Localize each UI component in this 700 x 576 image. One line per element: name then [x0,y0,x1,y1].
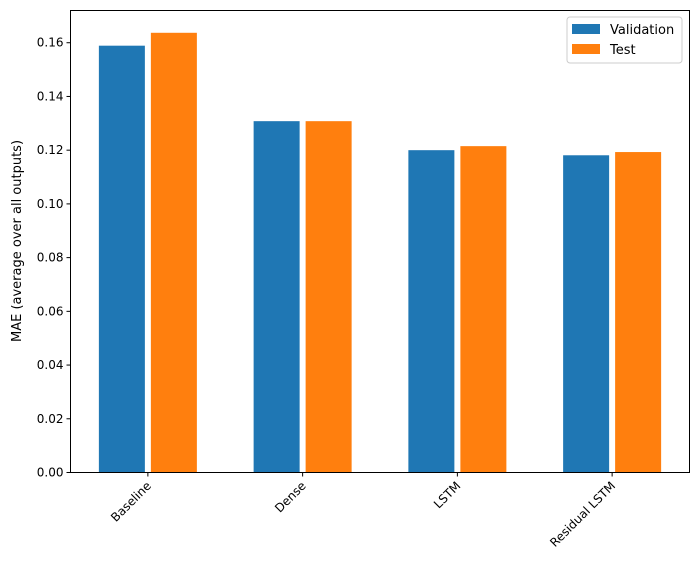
x-tick-label: Residual LSTM [547,479,618,550]
y-tick-label: 0.10 [37,197,64,211]
legend-label-test: Test [609,43,636,58]
y-tick-label: 0.06 [37,304,64,318]
x-tick-label: Baseline [108,479,154,525]
bar-validation-dense [253,121,300,473]
legend-swatch-test [572,44,600,54]
bar-test-lstm [460,146,507,473]
plot-frame [70,10,690,473]
bar-test-residual-lstm [615,152,662,473]
legend-swatch-validation [572,24,600,34]
legend: Validation Test [566,16,683,64]
x-tick-label: Dense [272,479,309,516]
bar-test-baseline [150,32,197,473]
y-axis-label: MAE (average over all outputs) [10,140,25,342]
y-tick-label: 0.00 [37,466,64,480]
y-tick-label: 0.14 [37,89,64,103]
y-tick-label: 0.08 [37,251,64,265]
legend-label-validation: Validation [610,23,674,38]
y-tick-label: 0.16 [37,36,64,50]
bar-test-dense [305,121,352,473]
x-tick-label: LSTM [431,479,464,512]
bar-validation-residual-lstm [563,155,610,473]
y-tick-label: 0.04 [37,358,64,372]
y-tick-label: 0.12 [37,143,64,157]
bar-validation-lstm [408,150,455,473]
bar-validation-baseline [98,45,145,473]
y-tick-label: 0.02 [37,412,64,426]
